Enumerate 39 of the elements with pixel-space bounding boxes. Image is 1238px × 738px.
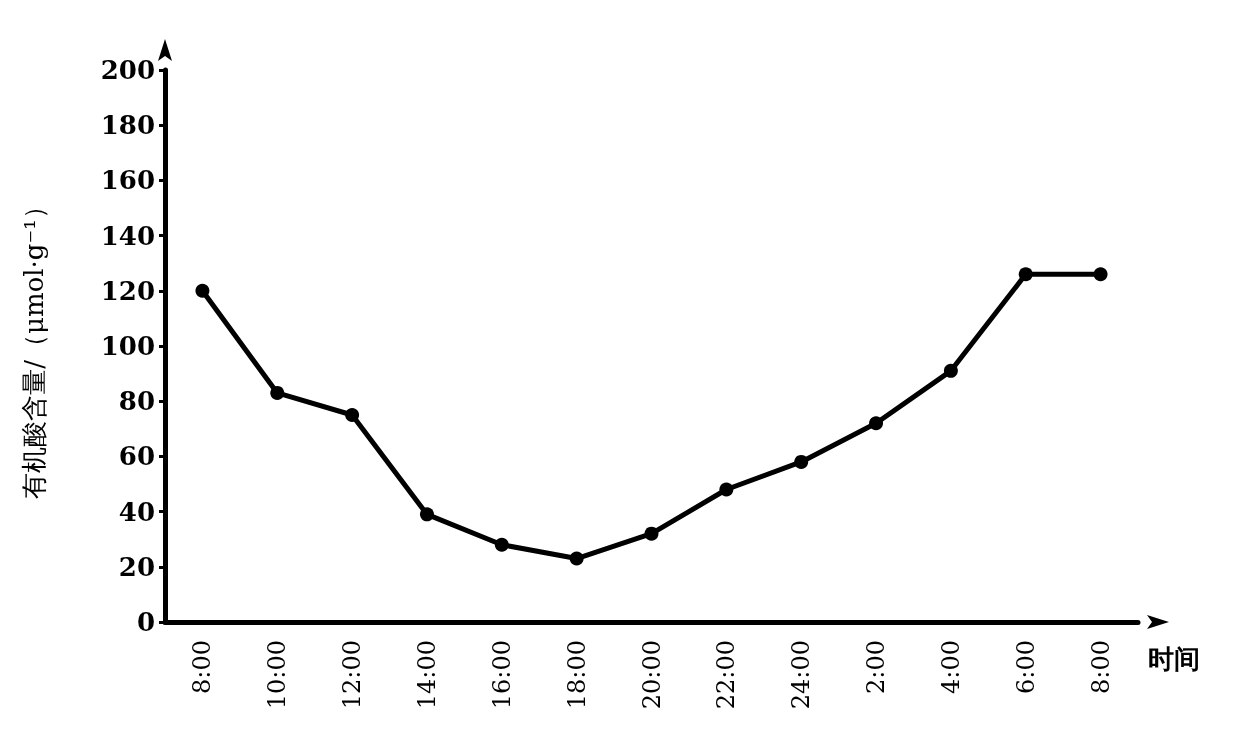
point (719, 482, 734, 497)
point (270, 385, 285, 400)
point (345, 408, 360, 422)
y-axis-title: 有机酸含量/（μmol·g⁻¹） (19, 193, 49, 499)
y-tick-label: 40 (118, 496, 155, 527)
y-tick-label: 140 (100, 220, 155, 251)
y-tick-label: 160 (100, 165, 155, 196)
x-tick-label: 6:00 (1011, 640, 1040, 694)
x-tick-label: 2:00 (862, 640, 891, 694)
point (494, 537, 509, 552)
point (644, 526, 659, 541)
x-tick-label: 18:00 (562, 640, 591, 710)
point (943, 363, 958, 378)
x-tick-label: 14:00 (412, 640, 441, 710)
point (1093, 267, 1108, 282)
point (1018, 267, 1033, 282)
y-tick-label: 200 (100, 55, 155, 85)
x-tick-label: 4:00 (936, 640, 965, 694)
y-tick-label: 80 (118, 386, 155, 417)
point (794, 454, 809, 469)
y-tick-label: 120 (100, 275, 155, 306)
x-tick-label: 8:00 (1086, 640, 1115, 694)
x-tick-label: 8:00 (188, 640, 217, 694)
x-tick-label: 12:00 (338, 640, 367, 710)
y-tick-label: 60 (118, 441, 155, 472)
x-tick-label: 20:00 (637, 640, 666, 710)
y-tick-label: 0 (136, 607, 155, 637)
point (419, 507, 434, 522)
x-tick-label: 22:00 (712, 640, 741, 710)
point (195, 283, 210, 298)
x-tick-label: 10:00 (263, 640, 292, 710)
point (869, 416, 884, 431)
x-tick-label: 24:00 (787, 640, 816, 710)
x-axis-title: 时间 (1148, 644, 1200, 674)
y-tick-label: 100 (100, 331, 155, 361)
y-tick-label: 180 (100, 110, 155, 141)
x-tick-label: 16:00 (487, 640, 516, 710)
y-tick-label: 20 (118, 551, 155, 582)
point (569, 551, 584, 566)
